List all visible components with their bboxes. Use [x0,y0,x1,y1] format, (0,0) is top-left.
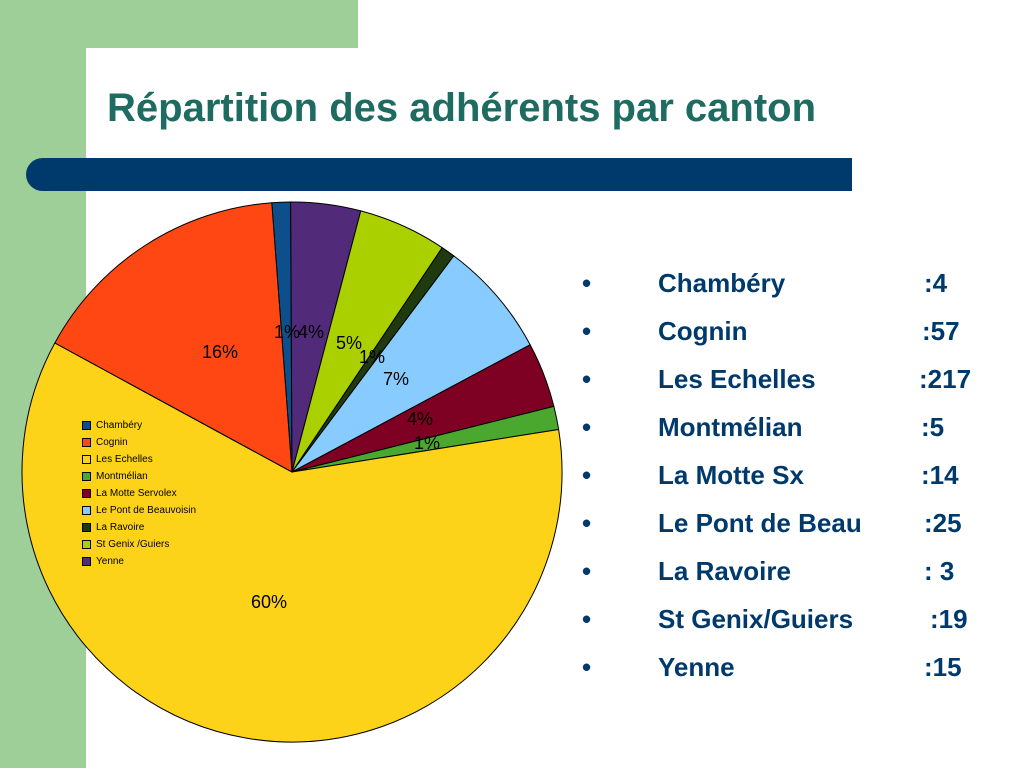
canton-name: Le Pont de Beau [658,508,862,538]
legend-label: Chambéry [96,420,143,431]
canton-name: Yenne [658,652,735,682]
legend-item: La Ravoire [82,521,204,534]
pie-slice [54,202,293,473]
legend-swatch [82,489,91,498]
canton-name: Chambéry [658,268,786,298]
canton-name: La Ravoire [658,556,791,586]
legend-label: Yenne [96,556,124,567]
bullet-dot: • [582,508,592,538]
legend-label: Les Echelles [96,454,153,465]
legend-swatch [82,506,91,515]
pie-slice-label: 60% [251,592,287,612]
legend-item: Le Pont de Beauvoisin [82,504,204,517]
bullet-dot: • [582,556,592,586]
title-underline-bar [26,158,852,191]
legend-label: Cognin [96,437,128,448]
pie-slices [21,201,563,743]
legend-label: Montmélian [96,471,148,482]
canton-value: :217 [919,364,972,394]
legend-label: La Motte Servolex [96,488,177,499]
canton-value: : 3 [924,556,955,586]
pie-slice-label: 1% [274,322,300,342]
legend-label: St Genix /Guiers [96,539,170,550]
legend-swatch [82,540,91,549]
canton-name: Cognin [658,316,748,346]
bullet-dot: • [582,604,592,634]
pie-slice-label: 5% [336,333,362,353]
canton-name: Montmélian [658,412,803,442]
bullet-dot: • [582,364,592,394]
legend-swatch [82,557,91,566]
slide-title: Répartition des adhérents par canton [107,86,817,130]
legend-item: Montmélian [82,470,204,483]
legend-swatch [82,455,91,464]
canton-value: :15 [924,652,962,682]
pie-slice-label: 16% [202,342,238,362]
canton-value: :5 [921,412,945,442]
canton-name: St Genix/Guiers [658,604,854,634]
canton-value: :25 [924,508,962,538]
legend-item: Chambéry [82,419,204,432]
canton-value: :4 [924,268,948,298]
bullet-dot: • [582,412,592,442]
pie-slice-label: 4% [407,409,433,429]
legend-swatch [82,472,91,481]
green-top-band [0,0,358,48]
legend-swatch [82,421,91,430]
bullet-dot: • [582,460,592,490]
legend-swatch [82,438,91,447]
legend-item: Les Echelles [82,453,204,466]
pie-slice-label: 1% [414,433,440,453]
legend-item: Yenne [82,555,204,568]
bullet-dot: • [582,268,592,298]
pie-slice-label: 4% [298,322,324,342]
pie-slice [21,342,563,743]
canton-value: :14 [921,460,959,490]
pie-slice-label: 7% [383,369,409,389]
chart-legend: Chambéry Cognin Les Echelles Montmélian … [82,419,204,572]
legend-item: St Genix /Guiers [82,538,204,551]
canton-name: La Motte Sx [658,460,804,490]
legend-item: La Motte Servolex [82,487,204,500]
legend-label: Le Pont de Beauvoisin [96,505,197,516]
canton-name: Les Echelles [658,364,816,394]
bullet-dot: • [582,652,592,682]
pie-slice-label: 1% [359,347,385,367]
canton-value: :19 [930,604,968,634]
pie-labels: 1%4%5%1%7%4%1%60%16% [202,322,440,612]
legend-item: Cognin [82,436,204,449]
pie-slice [291,255,531,473]
canton-value: :57 [922,316,960,346]
bullet-dot: • [582,316,592,346]
legend-swatch [82,523,91,532]
legend-label: La Ravoire [96,522,145,533]
